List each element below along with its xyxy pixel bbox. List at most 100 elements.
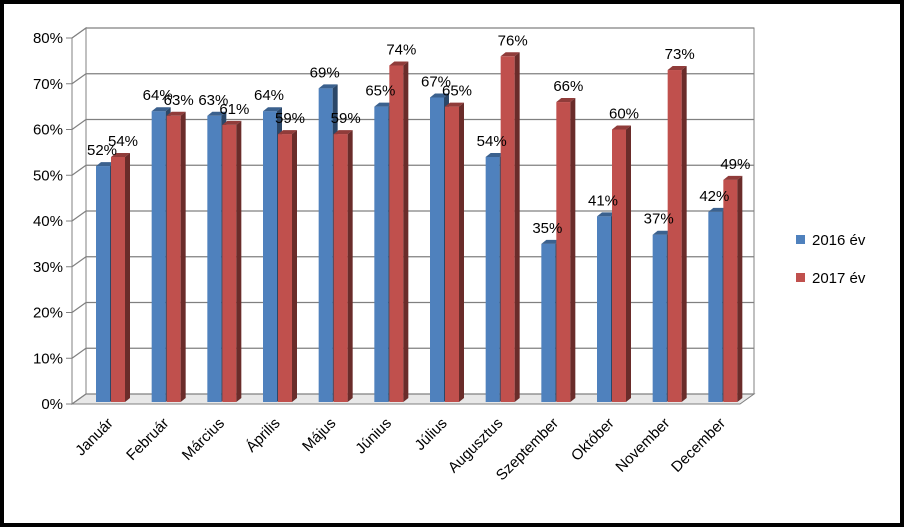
legend: 2016 év 2017 év [796,232,866,287]
bar-top [151,107,171,112]
bar-2017 [723,179,738,402]
bar-top [207,111,227,116]
bar-top [667,66,687,71]
bar-top [318,84,338,89]
x-tick-label: Július [412,415,451,454]
bar-side [180,111,186,403]
bar-top [263,107,282,112]
bar-top [652,230,672,235]
bar-top [374,102,394,107]
bar-top [111,152,130,157]
gridline [71,301,754,313]
bar-side [292,130,297,402]
gridline [71,347,754,359]
bar-top [541,239,561,244]
bar-top [723,175,743,180]
bar-top [612,125,631,130]
gridline [71,27,754,39]
bar-top [96,162,115,167]
bar-side [514,52,520,403]
bar-side [570,98,576,403]
bar-top [389,61,409,66]
legend-label: 2017 év [812,270,866,287]
bar-side [125,152,130,402]
data-label: 74% [386,41,416,58]
y-tick-label: 30% [33,259,63,276]
x-axis: Január Február Március Április Május Június Jú… [72,403,740,484]
bar-2016 [151,111,166,402]
x-tick-label: December [668,415,729,476]
y-tick-label: 70% [33,76,63,93]
bar-2017 [612,129,626,402]
bar-2017 [389,65,404,402]
gridline [71,73,754,85]
x-tick-label: Január [72,415,116,459]
bar-2016 [207,115,222,403]
data-label: 66% [553,78,583,95]
data-label: 41% [588,192,618,209]
data-label: 61% [219,101,249,118]
bar-2016 [374,106,389,402]
data-label: 64% [254,87,284,104]
data-label: 54% [108,133,138,150]
bar-2017 [556,102,571,403]
bar-2017 [278,134,292,402]
bars [96,52,743,403]
bar-top [708,207,728,212]
y-tick-label: 0% [41,396,63,413]
bar-2017 [445,106,459,402]
bar-top [500,52,520,57]
y-tick-label: 20% [33,305,63,322]
bar-side [737,175,743,402]
bar-top [333,130,353,135]
data-label: 59% [275,110,305,127]
y-tick-label: 40% [33,213,63,230]
bar-2016 [430,97,444,402]
x-tick-label: Június [352,415,395,458]
bar-side [236,120,242,403]
gridline [71,393,754,405]
bar-top [485,152,505,157]
legend-label: 2016 év [812,232,866,249]
gridline [71,256,754,268]
bar-2016 [708,211,723,402]
bar-2016 [597,216,611,402]
y-tick-label: 10% [33,350,63,367]
data-label: 54% [477,133,507,150]
data-label: 60% [609,106,639,123]
y-tick-label: 50% [33,167,63,184]
y-tick-label: 60% [33,122,63,139]
bar-2017 [222,124,237,403]
bar-2016 [652,234,667,402]
data-label: 64% [143,87,173,104]
legend-swatch [796,235,805,244]
bar-2016 [263,111,277,402]
y-axis: 0% 10% 20% 30% 40% 50% 60% 70% 80% [33,30,73,413]
bar-top [278,130,297,135]
x-tick-label: Február [123,415,172,464]
data-label: 35% [532,220,562,237]
x-tick-label: Április [243,415,284,456]
data-label: 65% [442,83,472,100]
bar-2017 [667,70,682,403]
bar-side [626,125,631,402]
bar-top [556,98,576,103]
data-label: 67% [421,73,451,90]
x-tick-label: November [612,415,673,476]
data-label: 76% [498,32,528,49]
data-label: 69% [310,64,340,81]
bar-top [445,102,464,107]
bar-2016 [318,88,333,402]
x-tick-label: Október [568,415,618,465]
bar-top [430,93,449,98]
data-label: 37% [644,211,674,228]
gridline [71,118,754,130]
data-label: 73% [665,46,695,63]
bar-2017 [500,56,515,403]
bar-2016 [485,156,500,402]
data-labels: 52%54%64%63% 63%61%64%59%69%59%65%74%67%6… [87,32,750,237]
bar-top [222,120,242,125]
bar-side [347,130,353,402]
bar-2017 [333,134,348,402]
